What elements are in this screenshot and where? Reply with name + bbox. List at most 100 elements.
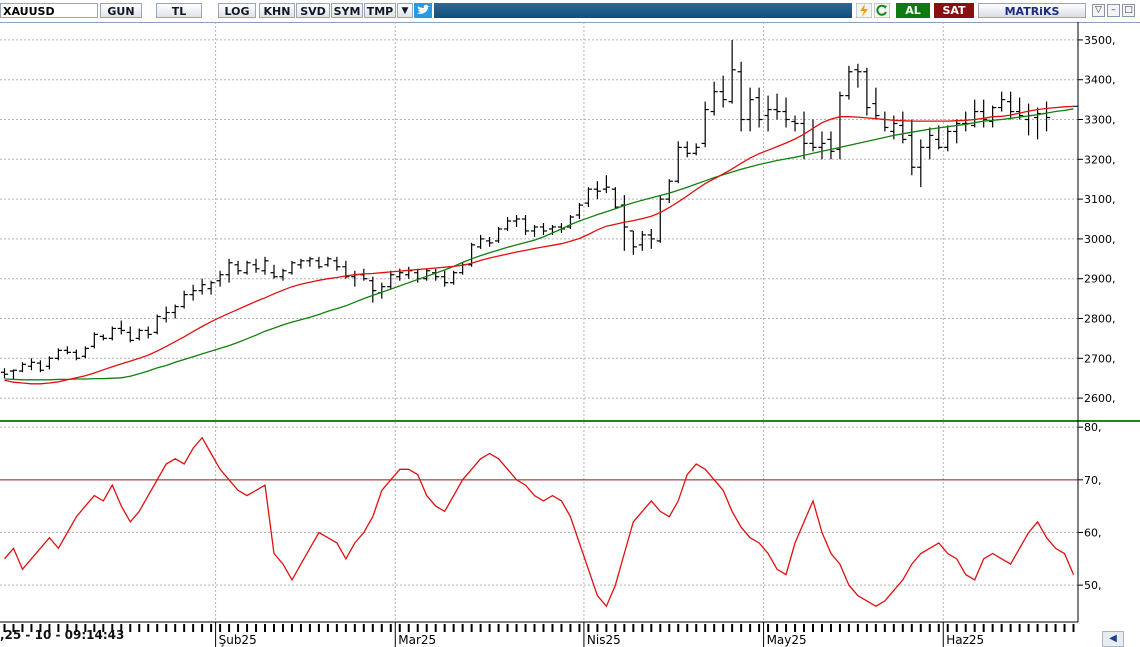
ohlc-bar <box>629 230 637 255</box>
currency-tl-button[interactable]: TL <box>156 3 202 18</box>
month-label: Şub25 <box>219 633 257 647</box>
ohlc-bar <box>153 314 161 335</box>
minimize-icon[interactable]: – <box>1107 4 1120 17</box>
khn-button[interactable]: KHN <box>259 3 295 18</box>
ma-short-line <box>4 105 1074 385</box>
ohlc-bar <box>135 328 143 341</box>
price-y-tick-label: 3100, <box>1084 193 1116 206</box>
symbol-field[interactable]: XAUUSD <box>0 3 98 18</box>
ohlc-bar <box>584 187 593 208</box>
ohlc-bar <box>899 111 907 144</box>
ohlc-bar <box>764 95 772 132</box>
month-label: Nis25 <box>587 633 621 647</box>
grid-layer <box>0 22 1078 622</box>
ohlc-bar <box>719 75 727 108</box>
rsi-y-tick-label: 60, <box>1084 526 1102 539</box>
period-gun-button[interactable]: GUN <box>100 3 142 18</box>
tmp-button[interactable]: TMP <box>364 3 396 18</box>
buy-button[interactable]: AL <box>896 3 930 18</box>
price-bars <box>0 39 1051 379</box>
rsi-y-tick-label: 80, <box>1084 421 1102 434</box>
ohlc-bar <box>863 67 871 116</box>
ohlc-bar <box>530 224 539 237</box>
ohlc-bar <box>225 258 233 283</box>
ohlc-bar <box>45 356 54 370</box>
scroll-nav-icon[interactable]: ◀ <box>1102 631 1124 647</box>
twitter-icon[interactable] <box>414 3 432 18</box>
ohlc-bar <box>854 63 862 88</box>
toolbar-stripe <box>434 3 852 18</box>
ohlc-bar <box>9 369 18 379</box>
refresh-icon[interactable] <box>874 3 890 18</box>
ohlc-bar <box>755 87 763 128</box>
ohlc-bar <box>81 346 89 359</box>
maximize-icon[interactable]: □ <box>1122 4 1135 17</box>
ohlc-bar <box>908 119 916 176</box>
price-y-tick-label: 2800, <box>1084 313 1116 326</box>
ohlc-bar <box>144 326 152 339</box>
ohlc-bar <box>180 290 188 309</box>
ohlc-bar <box>1042 101 1051 132</box>
ohlc-bar <box>746 87 754 132</box>
ohlc-bar <box>881 111 889 132</box>
ohlc-bar <box>387 270 395 289</box>
ohlc-bar <box>405 266 413 279</box>
ohlc-bar <box>369 276 377 303</box>
ohlc-bar <box>1033 107 1042 140</box>
ohlc-bar <box>782 97 790 128</box>
dropdown-arrow-icon[interactable]: ▼ <box>397 3 413 18</box>
ohlc-bar <box>63 346 71 355</box>
ohlc-bar <box>450 270 458 285</box>
svd-button[interactable]: SVD <box>296 3 330 18</box>
ohlc-bar <box>728 39 736 104</box>
ohlc-bar <box>521 215 530 235</box>
ohlc-bar <box>126 326 134 343</box>
log-scale-button[interactable]: LOG <box>218 3 256 18</box>
ohlc-bar <box>72 349 80 361</box>
price-y-tick-label: 2900, <box>1084 273 1116 286</box>
month-label: Haz25 <box>946 633 984 647</box>
ohlc-bar <box>962 111 970 132</box>
lightning-icon[interactable] <box>856 3 872 18</box>
window-menu-icon[interactable]: ▽ <box>1092 4 1105 17</box>
ohlc-bar <box>261 256 269 275</box>
ohlc-bar <box>800 111 808 160</box>
ohlc-bar <box>674 141 682 184</box>
sell-button[interactable]: SAT <box>934 3 974 18</box>
ohlc-bar <box>54 348 62 361</box>
ohlc-bar <box>216 270 224 287</box>
ohlc-bar <box>27 358 36 371</box>
ohlc-bar <box>108 326 116 341</box>
ohlc-bar <box>503 217 512 231</box>
ohlc-bar <box>845 65 853 100</box>
price-y-tick-label: 2700, <box>1084 352 1116 365</box>
ohlc-bar <box>0 368 9 379</box>
ohlc-bar <box>980 99 988 128</box>
price-y-tick-label: 3500, <box>1084 34 1116 47</box>
ohlc-bar <box>827 131 835 160</box>
month-label: May25 <box>767 633 807 647</box>
ohlc-bar <box>710 81 718 116</box>
chart-area: 3500, 3400, 3300, 3200, 3100, 3000, 2900, 2800,… <box>0 22 1140 647</box>
ohlc-bar <box>423 268 431 281</box>
ohlc-bar <box>315 256 323 269</box>
ohlc-bar <box>998 91 1006 112</box>
ohlc-bar <box>36 360 45 373</box>
rsi-y-tick-label: 50, <box>1084 579 1102 592</box>
ohlc-bar <box>836 91 844 160</box>
ohlc-bar <box>198 278 206 295</box>
ohlc-bar <box>99 334 107 341</box>
ohlc-bar <box>333 256 341 271</box>
ohlc-bar <box>593 181 601 200</box>
ohlc-bar <box>288 260 296 275</box>
ohlc-bar <box>324 256 332 267</box>
ohlc-bar <box>539 222 548 235</box>
sym-button[interactable]: SYM <box>331 3 363 18</box>
ohlc-bar <box>252 258 260 273</box>
ohlc-bar <box>737 61 745 132</box>
rsi-indicator <box>0 436 1078 608</box>
ohlc-bar <box>701 101 709 148</box>
ohlc-bar <box>872 87 880 120</box>
ohlc-bar <box>602 175 610 194</box>
rsi-y-tick-label: 70, <box>1084 474 1102 487</box>
